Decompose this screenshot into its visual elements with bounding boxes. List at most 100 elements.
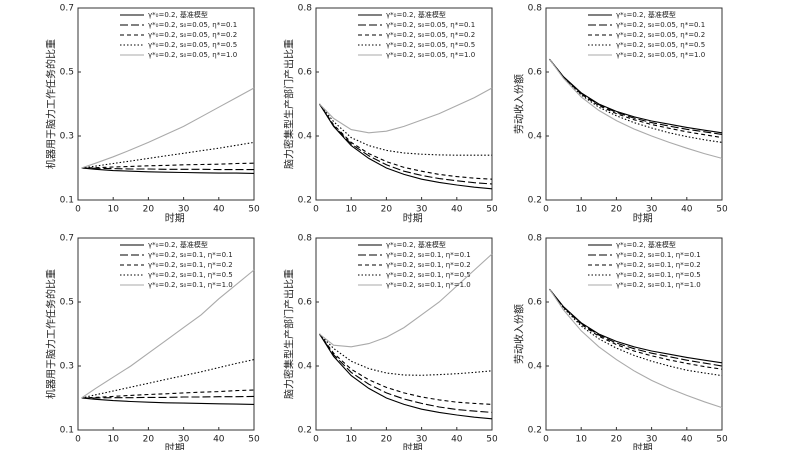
- legend-label: γ*₀=0.2, 基准模型: [148, 240, 208, 249]
- y-tick-label: 0.7: [60, 4, 74, 14]
- legend-label: γ*₀=0.2, s₀=0.05, η*=1.0: [148, 51, 237, 59]
- x-tick-label: 10: [575, 435, 587, 445]
- series-line: [549, 288, 723, 367]
- series-line: [81, 395, 255, 399]
- x-tick-label: 20: [611, 205, 623, 215]
- legend-label: γ*₀=0.2, s₀=0.05, η*=0.2: [148, 31, 237, 39]
- y-tick-label: 0.1: [60, 426, 74, 436]
- plot-frame: [545, 7, 723, 201]
- series-line: [81, 87, 255, 169]
- x-axis-label: 时期: [633, 443, 653, 450]
- series-line: [319, 333, 493, 405]
- x-tick-label: 0: [75, 205, 81, 215]
- legend-label: γ*₀=0.2, 基准模型: [616, 240, 676, 249]
- plot-frame: [77, 237, 255, 431]
- x-tick-label: 30: [178, 435, 190, 445]
- x-tick-label: 50: [716, 435, 728, 445]
- series-line: [319, 333, 493, 420]
- x-tick-label: 40: [681, 205, 693, 215]
- y-tick-label: 0.8: [298, 234, 313, 244]
- y-tick-label: 0.6: [528, 298, 543, 308]
- x-tick-label: 10: [345, 435, 357, 445]
- x-tick-label: 0: [543, 205, 549, 215]
- y-tick-label: 0.7: [60, 234, 74, 244]
- x-tick-label: 30: [416, 205, 428, 215]
- series-line: [81, 167, 255, 174]
- x-tick-label: 10: [345, 205, 357, 215]
- plot-frame: [77, 7, 255, 201]
- x-tick-label: 20: [381, 435, 393, 445]
- x-tick-label: 40: [681, 435, 693, 445]
- x-tick-label: 20: [143, 435, 155, 445]
- legend-label: γ*₀=0.2, 基准模型: [386, 240, 446, 249]
- y-axis-label: 机器用于脑力工作任务的比重: [45, 39, 58, 169]
- x-tick-label: 30: [646, 205, 658, 215]
- x-tick-label: 20: [381, 205, 393, 215]
- x-tick-label: 40: [451, 435, 463, 445]
- y-tick-label: 0.4: [528, 132, 543, 142]
- x-tick-label: 0: [543, 435, 549, 445]
- series-line: [81, 397, 255, 405]
- x-tick-label: 40: [213, 205, 225, 215]
- legend-label: γ*₀=0.2, s₀=0.05, η*=0.5: [616, 41, 705, 49]
- series-line: [319, 253, 493, 348]
- series-line: [319, 333, 493, 413]
- y-tick-label: 0.6: [298, 298, 313, 308]
- y-tick-label: 0.5: [60, 298, 74, 308]
- series-line: [81, 141, 255, 169]
- series-line: [81, 167, 254, 171]
- x-tick-label: 40: [213, 435, 225, 445]
- y-tick-label: 0.2: [298, 426, 312, 436]
- legend-label: γ*₀=0.2, s₀=0.05, η*=0.1: [616, 21, 705, 29]
- legend-label: γ*₀=0.2, s₀=0.05, η*=0.1: [148, 21, 237, 29]
- x-tick-label: 20: [143, 205, 155, 215]
- x-tick-label: 0: [75, 435, 81, 445]
- y-axis-label: 劳动收入份额: [513, 74, 526, 134]
- legend-label: γ*₀=0.2, s₀=0.1, η*=1.0: [616, 281, 701, 289]
- y-axis-label: 劳动收入份额: [513, 304, 526, 364]
- legend-label: γ*₀=0.2, s₀=0.1, η*=0.5: [616, 271, 701, 279]
- y-tick-label: 0.3: [60, 132, 74, 142]
- legend-label: γ*₀=0.2, s₀=0.1, η*=0.1: [148, 251, 233, 259]
- legend-label: γ*₀=0.2, s₀=0.1, η*=0.5: [148, 271, 233, 279]
- legend-label: γ*₀=0.2, s₀=0.1, η*=0.2: [148, 261, 233, 269]
- series-line: [81, 389, 255, 399]
- legend-label: γ*₀=0.2, s₀=0.05, η*=0.5: [148, 41, 237, 49]
- legend-label: γ*₀=0.2, s₀=0.1, η*=1.0: [386, 281, 471, 289]
- x-tick-label: 0: [313, 205, 319, 215]
- legend-label: γ*₀=0.2, s₀=0.05, η*=0.5: [386, 41, 475, 49]
- legend-label: γ*₀=0.2, s₀=0.1, η*=0.1: [386, 251, 471, 259]
- legend-label: γ*₀=0.2, 基准模型: [148, 10, 208, 19]
- series-line: [319, 103, 493, 190]
- y-tick-label: 0.6: [528, 68, 543, 78]
- legend-label: γ*₀=0.2, s₀=0.05, η*=0.2: [616, 31, 705, 39]
- y-axis-label: 脑力密集型生产部门产出比重: [283, 39, 296, 169]
- x-axis-label: 时期: [403, 443, 423, 450]
- series-line: [549, 58, 723, 159]
- y-tick-label: 0.2: [298, 196, 312, 206]
- y-tick-label: 0.1: [60, 196, 74, 206]
- x-axis-label: 时期: [633, 213, 653, 225]
- y-tick-label: 0.8: [528, 4, 543, 14]
- x-tick-label: 20: [611, 435, 623, 445]
- y-tick-label: 0.3: [60, 362, 74, 372]
- plot-frame: [315, 237, 493, 431]
- series-line: [549, 288, 723, 370]
- y-tick-label: 0.4: [528, 362, 543, 372]
- y-tick-label: 0.2: [528, 196, 542, 206]
- legend-label: γ*₀=0.2, s₀=0.05, η*=1.0: [616, 51, 705, 59]
- x-tick-label: 30: [416, 435, 428, 445]
- series-line: [319, 103, 492, 156]
- x-tick-label: 50: [486, 205, 498, 215]
- x-tick-label: 0: [313, 435, 319, 445]
- legend-label: γ*₀=0.2, s₀=0.1, η*=1.0: [148, 281, 233, 289]
- x-tick-label: 50: [716, 205, 728, 215]
- y-tick-label: 0.6: [298, 68, 313, 78]
- series-line: [81, 269, 255, 399]
- x-tick-label: 10: [575, 205, 587, 215]
- y-tick-label: 0.8: [298, 4, 313, 14]
- x-tick-label: 10: [107, 435, 119, 445]
- x-axis-label: 时期: [403, 213, 423, 225]
